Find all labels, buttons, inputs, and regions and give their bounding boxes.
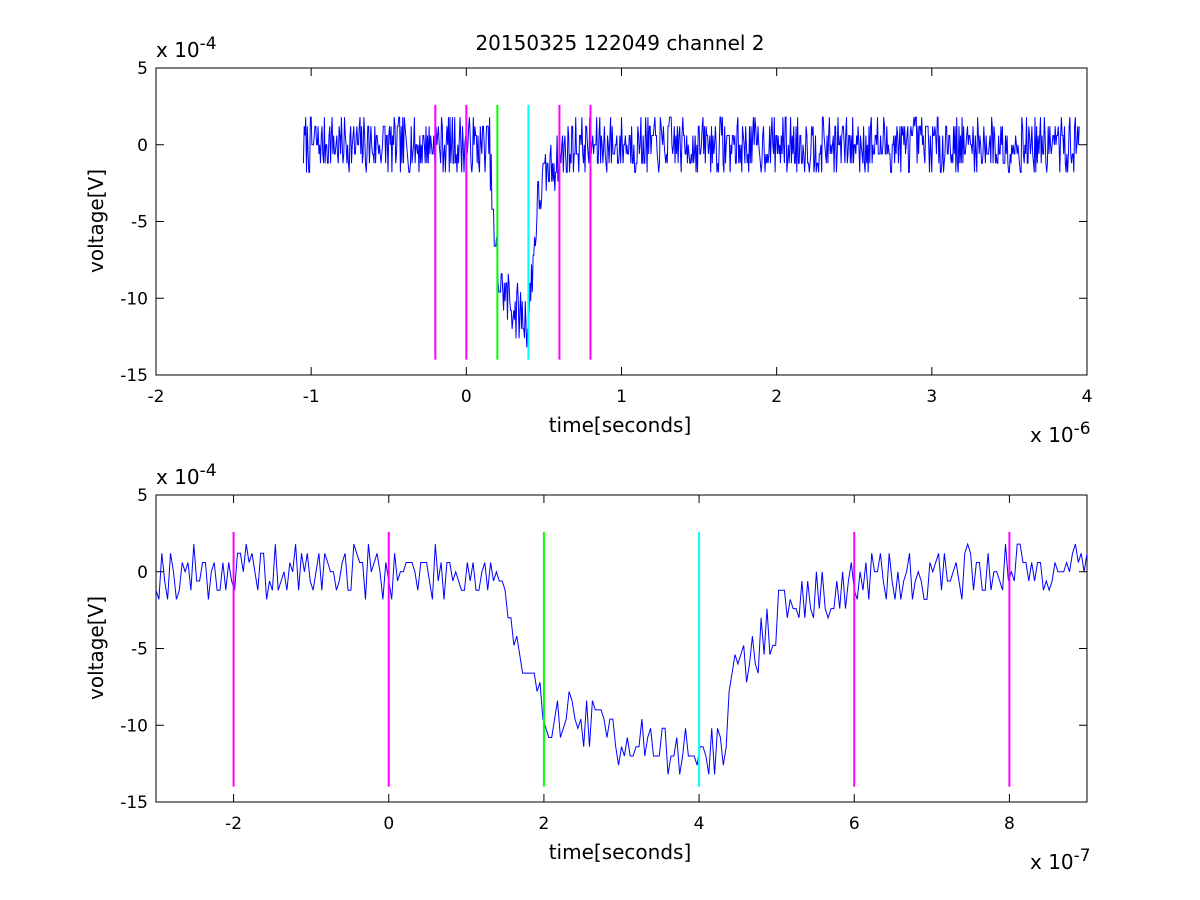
x-tick-label: 4 bbox=[694, 814, 705, 834]
bottom-chart: -2 0 2 4 6 8 5 0 -5 -10 -15 time[seconds] voltage[… bbox=[84, 461, 1091, 874]
y-tick-label: 5 bbox=[137, 486, 148, 506]
axes-ticks: -2 -1 0 1 2 3 450-5-10-15 bbox=[120, 59, 1092, 407]
y-tick-label: -10 bbox=[120, 289, 148, 309]
y-tick-label: 0 bbox=[137, 136, 148, 156]
x-tick-label: 2 bbox=[539, 814, 550, 834]
trace-layer bbox=[155, 542, 1088, 775]
x-axis-label: time[seconds] bbox=[549, 840, 692, 864]
marker-layer bbox=[434, 104, 592, 360]
y-tick-label: -10 bbox=[120, 716, 148, 736]
x-tick-label: 2 bbox=[771, 387, 782, 407]
x-tick-label: -2 bbox=[148, 387, 165, 407]
top-chart: 20150325 122049 channel 2 -2 -1 0 1 2 3 450-5-… bbox=[84, 31, 1092, 447]
x-tick-label: 6 bbox=[849, 814, 860, 834]
axes-ticks: -2 0 2 4 6 8 5 0 -5 -10 -15 bbox=[120, 486, 1087, 834]
x-tick-label: 4 bbox=[1082, 387, 1093, 407]
chart-title: 20150325 122049 channel 2 bbox=[475, 31, 764, 55]
x-tick-label: 0 bbox=[461, 387, 472, 407]
x-tick-label: 0 bbox=[383, 814, 394, 834]
x-tick-label: 1 bbox=[616, 387, 627, 407]
y-tick-label: -15 bbox=[120, 793, 148, 813]
y-tick-label: -5 bbox=[131, 640, 148, 660]
y-tick-label: 5 bbox=[137, 59, 148, 79]
x-tick-label: -1 bbox=[303, 387, 320, 407]
plot-area bbox=[155, 494, 1088, 803]
x-axis-multiplier: x 10-6 bbox=[1030, 419, 1091, 447]
marker-layer bbox=[232, 531, 1011, 787]
x-axis-multiplier: x 10-7 bbox=[1030, 846, 1091, 874]
y-axis-multiplier: x 10-4 bbox=[156, 461, 217, 489]
y-tick-label: -5 bbox=[131, 213, 148, 233]
x-tick-label: -2 bbox=[225, 814, 242, 834]
voltage-trace bbox=[302, 116, 1080, 348]
trace-layer bbox=[302, 116, 1080, 348]
y-axis-multiplier: x 10-4 bbox=[156, 34, 217, 62]
y-tick-label: -15 bbox=[120, 366, 148, 386]
y-axis-label: voltage[V] bbox=[84, 596, 108, 700]
x-tick-label: 3 bbox=[926, 387, 937, 407]
y-axis-label: voltage[V] bbox=[84, 169, 108, 273]
voltage-trace bbox=[155, 542, 1088, 775]
plot-area bbox=[155, 67, 1088, 376]
y-tick-label: 0 bbox=[137, 563, 148, 583]
x-axis-label: time[seconds] bbox=[549, 413, 692, 437]
x-tick-label: 8 bbox=[1004, 814, 1015, 834]
